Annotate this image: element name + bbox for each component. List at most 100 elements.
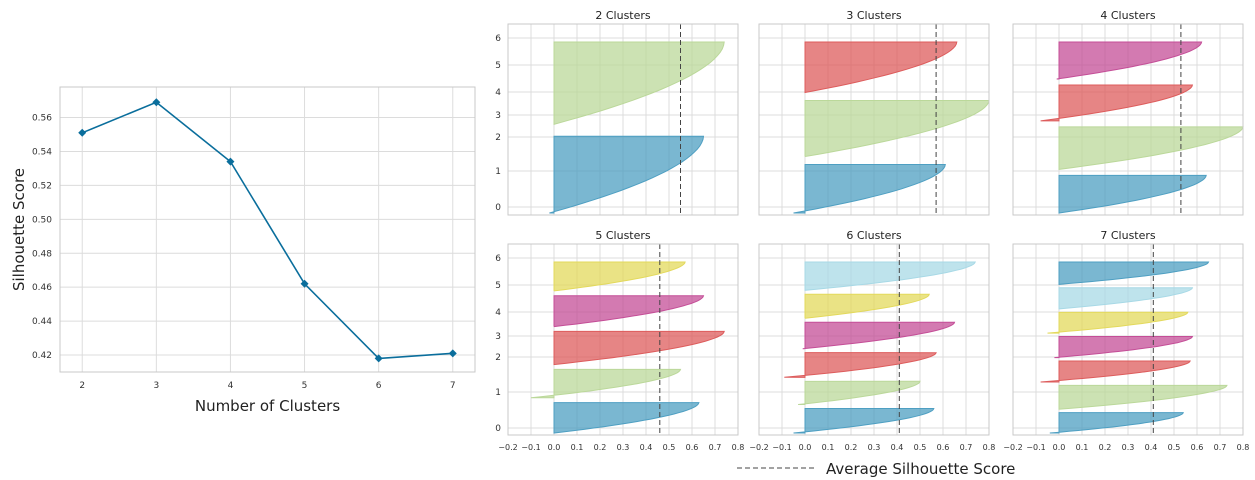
cluster-silhouette — [553, 330, 725, 366]
silhouette-panel: 3 Clusters — [758, 9, 990, 216]
y-tick-label: 0.50 — [32, 215, 52, 225]
x-tick-label: 0.2 — [845, 443, 858, 452]
plot-frame — [59, 86, 476, 373]
cluster-silhouette — [804, 293, 930, 319]
x-tick-label: 0.5 — [1168, 443, 1181, 452]
y-tick-label: 0.52 — [32, 181, 52, 191]
x-tick-label: 5 — [302, 381, 308, 391]
cluster-silhouette — [1056, 41, 1203, 80]
cluster-silhouette — [1049, 412, 1184, 434]
data-point — [448, 349, 457, 358]
legend-label: Average Silhouette Score — [826, 460, 1015, 478]
y-tick-label: 0.44 — [32, 317, 52, 327]
y-tick-label: 1 — [495, 388, 501, 398]
y-tick-label: 5 — [495, 61, 501, 71]
x-tick-label: 0.3 — [617, 443, 630, 452]
x-tick-label: 0.6 — [686, 443, 699, 452]
x-tick-label: 0.3 — [1122, 443, 1135, 452]
y-tick-label: 0.48 — [32, 249, 52, 259]
x-tick-label: 0.8 — [983, 443, 996, 452]
panel-title: 7 Clusters — [1100, 229, 1156, 242]
panel-frame — [758, 23, 990, 216]
data-point — [152, 98, 161, 107]
x-tick-label: 0.8 — [1237, 443, 1250, 452]
y-tick-label: 5 — [495, 281, 501, 291]
x-tick-label: 0.0 — [799, 443, 812, 452]
y-tick-label: 3 — [495, 111, 501, 121]
y-axis-label: Silhouette Score — [10, 168, 28, 291]
x-tick-label: 0.2 — [594, 443, 607, 452]
x-tick-label: 0.6 — [1191, 443, 1204, 452]
cluster-silhouette — [1040, 84, 1194, 122]
y-tick-label: 0.54 — [32, 147, 52, 157]
cluster-silhouette — [553, 295, 705, 328]
x-tick-label: 0.6 — [937, 443, 950, 452]
y-tick-label: 4 — [495, 88, 501, 98]
data-point — [78, 128, 87, 137]
cluster-silhouette — [1054, 336, 1194, 359]
y-tick-label: 0.42 — [32, 351, 52, 361]
panel-frame — [507, 243, 739, 436]
x-tick-label: 0.1 — [571, 443, 584, 452]
panel-title: 2 Clusters — [595, 9, 651, 22]
silhouette-panels: 2 Clusters 0 1 2 3 4 5 6 3 Clusters 4 Clusters 5 C… — [495, 9, 1249, 452]
silhouette-panel: 2 Clusters 0 1 2 3 4 5 6 — [495, 9, 739, 216]
y-tick-label: 0.56 — [32, 114, 52, 124]
panel-frame — [758, 243, 990, 436]
panel-title: 6 Clusters — [846, 229, 902, 242]
panel-title: 5 Clusters — [595, 229, 651, 242]
panel-title: 4 Clusters — [1100, 9, 1156, 22]
score-line — [81, 101, 453, 360]
cluster-silhouette — [549, 135, 705, 214]
x-tick-label: 0.3 — [868, 443, 881, 452]
cluster-silhouette — [1058, 174, 1207, 214]
y-tick-label: 0.46 — [32, 283, 52, 293]
cluster-silhouette — [793, 163, 946, 214]
legend: Average Silhouette Score — [737, 460, 1015, 478]
y-tick-label: 6 — [495, 254, 501, 264]
y-tick-label: 3 — [495, 332, 501, 342]
cluster-silhouette — [802, 321, 956, 350]
x-tick-label: 3 — [153, 381, 159, 391]
y-tick-label: 0 — [495, 203, 501, 213]
x-tick-label: 2 — [79, 381, 85, 391]
x-tick-label: 0.7 — [709, 443, 722, 452]
x-tick-label: 6 — [376, 381, 382, 391]
x-tick-label: 0.2 — [1099, 443, 1112, 452]
y-tick-label: 0 — [495, 424, 501, 434]
cluster-silhouette — [798, 380, 921, 406]
y-tick-label: 4 — [495, 308, 501, 318]
cluster-silhouette — [530, 368, 682, 399]
y-tick-label: 2 — [495, 353, 501, 363]
cluster-silhouette — [1058, 384, 1228, 410]
cluster-silhouette — [553, 41, 725, 125]
cluster-silhouette — [804, 261, 977, 291]
cluster-silhouette — [1058, 126, 1244, 170]
x-tick-label: 0.0 — [1053, 443, 1066, 452]
cluster-silhouette — [804, 99, 990, 157]
cluster-silhouette — [804, 41, 958, 94]
cluster-silhouette — [553, 261, 686, 292]
silhouette-score-line-chart: 2 3 4 5 6 7 0.42 0.44 0.46 0.48 0.50 0.52 0.54 0.56 Nu… — [10, 86, 476, 415]
x-tick-label: −0.1 — [772, 443, 791, 452]
x-tick-label: 0.4 — [891, 443, 904, 452]
x-tick-label: 4 — [228, 381, 234, 391]
x-tick-label: 7 — [450, 381, 456, 391]
x-tick-label: −0.2 — [749, 443, 768, 452]
panel-frame — [507, 23, 739, 216]
cluster-silhouette — [1040, 360, 1191, 383]
data-point — [226, 157, 235, 166]
x-axis-label: Number of Clusters — [195, 397, 340, 415]
x-tick-label: −0.1 — [1026, 443, 1045, 452]
cluster-silhouette — [784, 352, 937, 378]
y-tick-label: 1 — [495, 167, 501, 177]
x-tick-label: 0.1 — [822, 443, 835, 452]
x-tick-label: 0.0 — [548, 443, 561, 452]
silhouette-panel: 6 Clusters −0.2 −0.1 0.0 0.1 0.2 0.3 0.4 0.5 0.6 0… — [749, 229, 995, 452]
panel-frame — [1012, 23, 1244, 216]
x-tick-label: 0.1 — [1076, 443, 1089, 452]
x-tick-label: 0.5 — [663, 443, 676, 452]
x-tick-label: 0.5 — [914, 443, 927, 452]
y-tick-label: 6 — [495, 34, 501, 44]
